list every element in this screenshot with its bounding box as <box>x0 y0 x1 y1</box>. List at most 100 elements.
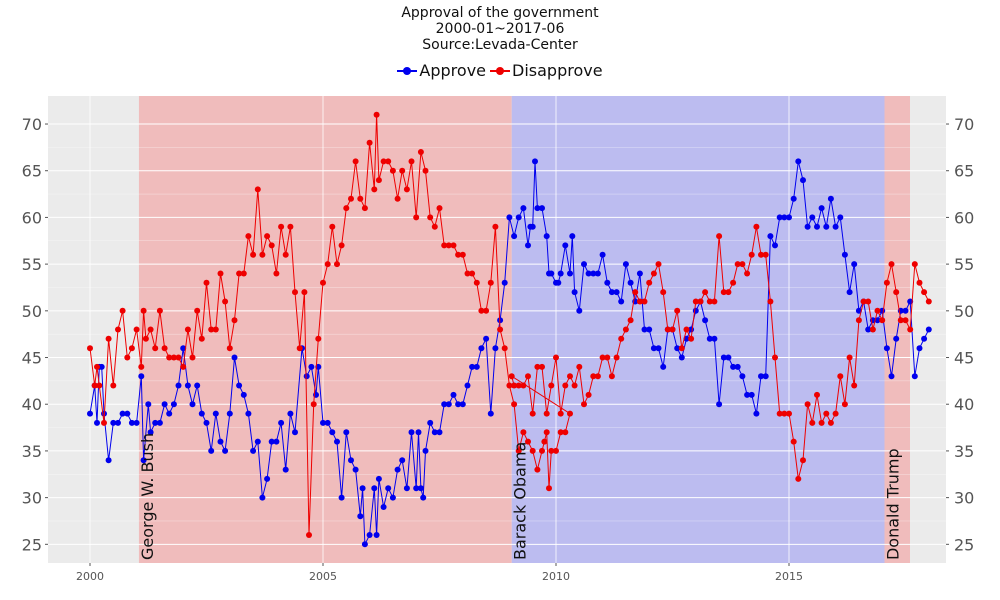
point-disapprove <box>492 223 499 230</box>
point-disapprove <box>352 158 359 165</box>
point-disapprove <box>525 438 531 445</box>
point-disapprove <box>841 401 848 408</box>
point-disapprove <box>231 317 238 324</box>
point-disapprove <box>119 307 126 314</box>
point-approve <box>678 354 685 361</box>
point-disapprove <box>427 214 434 221</box>
point-disapprove <box>240 270 247 277</box>
point-disapprove <box>650 270 657 277</box>
point-disapprove <box>464 270 471 277</box>
point-disapprove <box>548 447 555 454</box>
point-disapprove <box>320 279 326 286</box>
point-disapprove <box>366 139 373 146</box>
point-disapprove <box>254 186 261 193</box>
point-approve <box>175 382 182 389</box>
point-disapprove <box>739 261 746 268</box>
point-approve <box>282 466 289 473</box>
point-approve <box>231 354 238 361</box>
point-disapprove <box>520 429 527 436</box>
point-approve <box>767 233 774 240</box>
point-approve <box>888 373 895 380</box>
point-disapprove <box>348 195 354 202</box>
period-band-1 <box>511 96 885 563</box>
point-approve <box>324 419 331 426</box>
point-approve <box>329 429 336 436</box>
point-disapprove <box>874 307 881 314</box>
point-approve <box>590 270 597 277</box>
point-approve <box>555 279 562 286</box>
point-approve <box>515 214 522 221</box>
point-approve <box>119 410 126 417</box>
point-disapprove <box>539 447 545 454</box>
point-disapprove <box>357 195 364 202</box>
point-disapprove <box>706 298 713 305</box>
point-disapprove <box>431 223 438 230</box>
point-approve <box>599 251 606 258</box>
point-disapprove <box>678 345 685 352</box>
point-approve <box>128 419 135 426</box>
point-disapprove <box>441 242 448 249</box>
point-disapprove <box>664 326 671 333</box>
point-approve <box>902 307 909 314</box>
point-disapprove <box>138 363 145 370</box>
point-approve <box>450 391 457 398</box>
point-disapprove <box>660 289 667 296</box>
y-tick-label-left: 35 <box>22 442 42 461</box>
point-approve <box>758 373 764 380</box>
point-approve <box>618 298 625 305</box>
point-disapprove <box>212 326 219 333</box>
point-disapprove <box>282 251 289 258</box>
point-approve <box>152 419 159 426</box>
point-disapprove <box>525 373 531 380</box>
point-approve <box>375 475 382 482</box>
point-approve <box>837 214 844 221</box>
point-approve <box>804 223 811 230</box>
point-approve <box>226 410 233 417</box>
point-approve <box>576 307 583 314</box>
legend-label-disapprove: Disapprove <box>512 61 603 80</box>
point-disapprove <box>436 205 443 212</box>
point-disapprove <box>511 382 518 389</box>
point-disapprove <box>94 363 100 370</box>
chart-legend: Approve Disapprove <box>0 61 1000 80</box>
point-approve <box>240 391 247 398</box>
point-disapprove <box>748 251 755 258</box>
point-disapprove <box>772 354 778 361</box>
point-disapprove <box>334 261 340 268</box>
point-disapprove <box>809 419 816 426</box>
point-disapprove <box>753 223 760 230</box>
point-approve <box>483 335 490 342</box>
point-disapprove <box>567 410 573 417</box>
point-disapprove <box>571 382 578 389</box>
point-disapprove <box>147 326 154 333</box>
point-approve <box>464 382 471 389</box>
point-disapprove <box>203 279 210 286</box>
point-approve <box>557 270 564 277</box>
point-approve <box>445 401 452 408</box>
point-approve <box>133 419 140 426</box>
point-disapprove <box>581 401 587 408</box>
y-tick-label-right: 50 <box>954 302 974 321</box>
point-disapprove <box>506 382 513 389</box>
point-disapprove <box>278 223 285 230</box>
y-tick-label-right: 70 <box>954 115 974 134</box>
point-approve <box>259 494 266 501</box>
point-disapprove <box>408 158 415 165</box>
y-tick-label-left: 60 <box>22 208 42 227</box>
point-disapprove <box>553 354 559 361</box>
point-approve <box>408 429 415 436</box>
point-approve <box>529 223 536 230</box>
point-approve <box>594 270 601 277</box>
point-approve <box>613 289 620 296</box>
point-approve <box>166 410 173 417</box>
point-approve <box>208 447 215 454</box>
point-disapprove <box>832 410 839 417</box>
point-approve <box>198 410 205 417</box>
point-disapprove <box>744 270 751 277</box>
x-tick-label: 2000 <box>76 570 104 583</box>
point-approve <box>359 485 366 492</box>
point-approve <box>772 242 778 249</box>
point-approve <box>562 242 569 249</box>
point-approve <box>389 494 396 501</box>
point-approve <box>366 532 373 538</box>
